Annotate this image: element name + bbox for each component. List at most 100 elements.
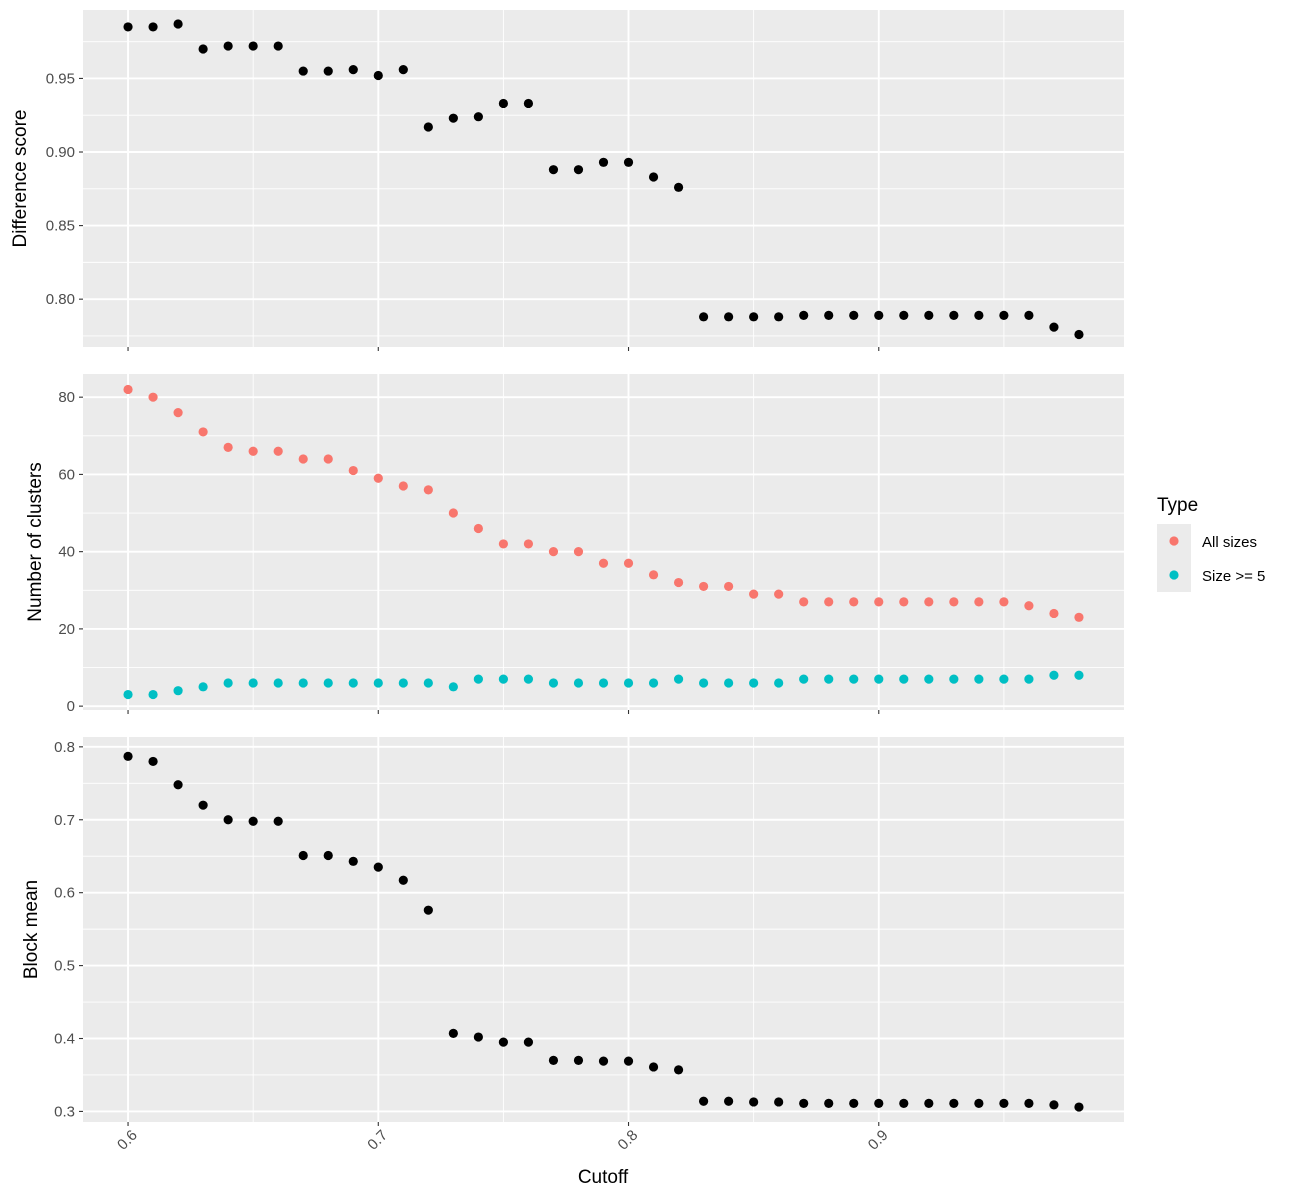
x-tick-label: 0.9	[865, 1127, 892, 1154]
panels-layer: 0.80 0.85 0.90 0.95 Difference score 0 20 40 60 8…	[10, 10, 1124, 1154]
data-point	[673, 577, 684, 588]
data-point	[648, 172, 659, 182]
data-point	[248, 816, 258, 826]
data-point	[473, 1032, 483, 1042]
y-tick-label: 0.6	[54, 885, 75, 902]
y-axis-title: Block mean	[21, 880, 42, 979]
data-point	[1049, 608, 1059, 619]
data-point	[223, 442, 233, 452]
data-point	[348, 856, 358, 866]
data-point	[223, 678, 233, 688]
data-point	[373, 473, 383, 483]
data-point	[974, 310, 984, 320]
legend-entry: Size >= 5	[1157, 558, 1265, 592]
data-point	[899, 674, 909, 684]
data-point	[273, 41, 283, 51]
data-point	[373, 70, 383, 81]
data-point	[148, 22, 158, 32]
data-point	[724, 678, 734, 688]
data-point	[899, 597, 909, 607]
data-point	[298, 850, 308, 861]
legend-label: Size >= 5	[1202, 568, 1265, 585]
data-point	[1049, 322, 1059, 332]
data-point	[1074, 1102, 1084, 1112]
data-point	[248, 678, 258, 688]
x-tick-label: 0.6	[114, 1127, 141, 1154]
data-point	[273, 816, 283, 826]
data-point	[398, 875, 408, 885]
data-point	[824, 1098, 834, 1109]
data-point	[273, 678, 283, 688]
x-axis-title: Cutoff	[578, 1167, 629, 1188]
data-point	[198, 800, 208, 810]
data-point	[548, 678, 559, 688]
data-point	[423, 678, 433, 688]
y-axis-title: Difference score	[10, 110, 31, 248]
data-point	[573, 1055, 584, 1065]
series-1	[123, 751, 1084, 1112]
data-point	[348, 465, 358, 476]
data-point	[1024, 1098, 1034, 1109]
x-tick-label: 0.8	[615, 1127, 642, 1154]
data-point	[173, 408, 183, 418]
data-point	[148, 756, 158, 767]
data-point	[874, 597, 884, 607]
data-point	[648, 570, 659, 580]
data-point	[173, 686, 183, 696]
data-point	[598, 558, 609, 568]
y-tick-label: 0.80	[46, 291, 75, 308]
data-point	[774, 312, 784, 322]
data-point	[273, 446, 283, 456]
data-point	[198, 682, 208, 692]
data-point	[874, 310, 884, 320]
y-tick-label: 80	[58, 389, 75, 406]
data-point	[673, 674, 684, 684]
data-point	[548, 547, 559, 557]
data-point	[598, 157, 609, 167]
data-point	[1074, 329, 1084, 340]
data-point	[949, 1098, 959, 1109]
data-point	[123, 22, 133, 32]
x-tick-label: 0.7	[364, 1127, 391, 1154]
data-point	[148, 689, 158, 700]
y-axis-title: Number of clusters	[25, 462, 46, 621]
data-point	[749, 1097, 759, 1107]
data-point	[323, 678, 333, 688]
data-point	[448, 1028, 458, 1039]
y-tick-label: 0.5	[54, 958, 75, 975]
data-point	[123, 689, 133, 700]
data-point	[1049, 1100, 1059, 1110]
data-point	[999, 1098, 1009, 1109]
y-tick-label: 0	[67, 698, 75, 715]
data-point	[523, 98, 534, 109]
y-tick-label: 0.3	[54, 1103, 75, 1120]
data-point	[523, 1037, 534, 1047]
panel-1: 0.80 0.85 0.90 0.95 Difference score	[10, 10, 1124, 351]
data-point	[648, 678, 659, 688]
data-point	[974, 674, 984, 684]
data-point	[724, 312, 734, 322]
data-point	[749, 589, 759, 599]
data-point	[448, 113, 458, 123]
y-tick-label: 0.8	[54, 739, 75, 756]
data-point	[473, 112, 483, 122]
data-point	[849, 597, 859, 607]
data-point	[949, 310, 959, 320]
data-point	[749, 678, 759, 688]
data-point	[623, 678, 634, 688]
legend-key	[1169, 570, 1179, 580]
data-point	[573, 165, 584, 175]
data-point	[1024, 310, 1034, 320]
data-point	[123, 384, 133, 395]
data-point	[223, 815, 233, 825]
data-point	[298, 454, 308, 464]
data-point	[924, 1098, 934, 1109]
y-tick-label: 20	[58, 621, 75, 638]
data-point	[448, 508, 458, 518]
data-point	[298, 678, 308, 688]
data-point	[323, 66, 333, 76]
data-point	[298, 66, 308, 76]
series-1	[123, 19, 1084, 340]
legend-title: Type	[1157, 495, 1198, 516]
